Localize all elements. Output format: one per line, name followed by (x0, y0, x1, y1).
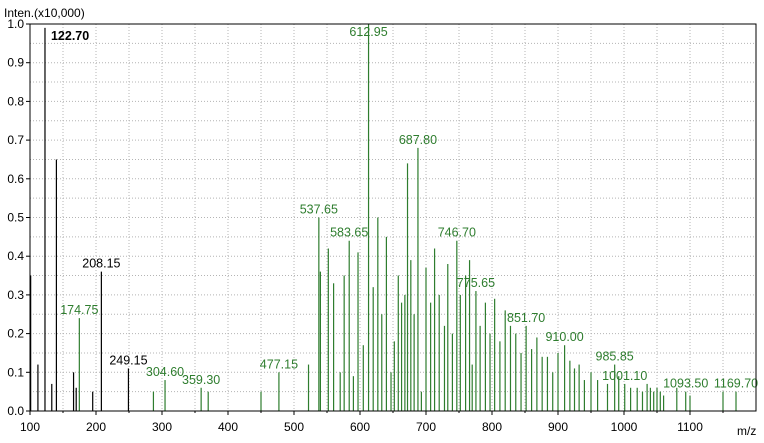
y-tick-label: 0.0 (7, 404, 24, 418)
x-axis-title: m/z (737, 424, 756, 438)
axes-layer: 100 200 300 400 500 600 700 800 900 1000 1100 0.0 0.… (7, 17, 757, 434)
peak-label: 1093.50 (663, 377, 708, 391)
y-tick-label: 0.9 (7, 56, 24, 70)
x-tick-label: 700 (416, 420, 436, 434)
x-tick-label: 1100 (677, 420, 703, 434)
peak-label: 746.70 (438, 226, 476, 240)
peak-label: 537.65 (300, 203, 338, 217)
y-tick-label: 0.6 (7, 172, 24, 186)
x-tick-label: 800 (482, 420, 502, 434)
y-tick-label: 0.7 (7, 133, 24, 147)
x-tick-label: 600 (350, 420, 370, 434)
y-tick-label: 0.4 (7, 249, 24, 263)
peak-label: 122.70 (51, 29, 89, 43)
y-tick-label: 0.3 (7, 288, 24, 302)
peak-label: 208.15 (82, 257, 120, 271)
x-tick-label: 300 (152, 420, 172, 434)
x-tick-label: 500 (284, 420, 304, 434)
y-tick-label: 0.2 (7, 327, 24, 341)
peak-label: 775.65 (457, 276, 495, 290)
peak-label: 249.15 (109, 353, 147, 367)
peak-label: 851.70 (507, 311, 545, 325)
peaks-layer (30, 24, 737, 411)
peak-label: 359.30 (182, 373, 220, 387)
peak-label: 1169.70 (714, 377, 758, 391)
y-tick-label: 0.1 (7, 365, 24, 379)
y-tick-label: 0.5 (7, 211, 24, 225)
x-tick-label: 200 (86, 420, 106, 434)
peak-label: 174.75 (60, 303, 98, 317)
y-axis-title: Inten.(x10,000) (4, 6, 85, 20)
x-tick-label: 100 (20, 420, 40, 434)
peak-label: 477.15 (260, 357, 298, 371)
y-tick-label: 0.8 (7, 94, 24, 108)
x-tick-label: 400 (218, 420, 238, 434)
x-tick-label: 1000 (611, 420, 638, 434)
peak-label: 1001.10 (602, 369, 647, 383)
peak-label: 612.95 (349, 25, 387, 39)
peak-label: 910.00 (545, 330, 583, 344)
peak-label: 304.60 (146, 365, 184, 379)
peak-label: 583.65 (330, 226, 368, 240)
peak-label: 687.80 (399, 133, 437, 147)
peak-label: 985.85 (596, 350, 634, 364)
x-tick-label: 900 (548, 420, 568, 434)
y-tick-label: 1.0 (7, 17, 24, 31)
